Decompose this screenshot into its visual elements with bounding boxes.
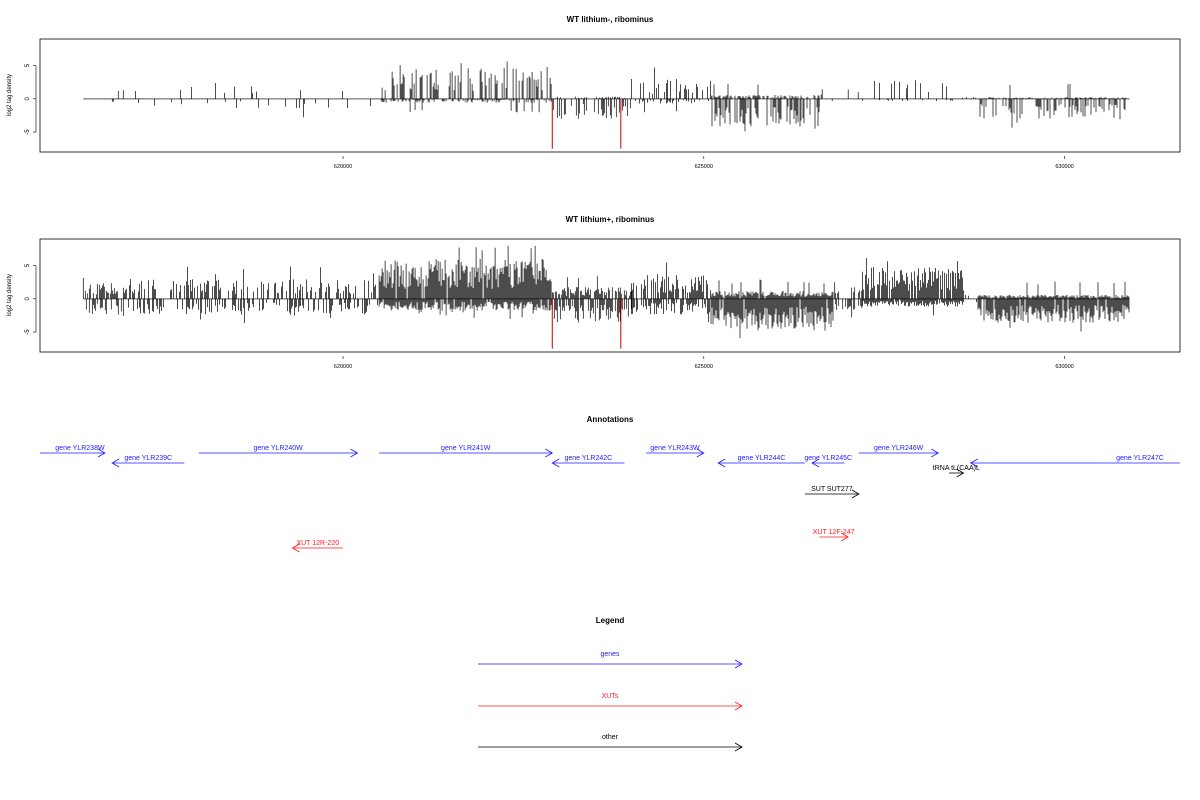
feature-other: SUT SUT277: [804, 486, 860, 499]
legend-item-gene: genes: [478, 651, 743, 669]
y-tick-label: 0: [25, 96, 31, 100]
panel-title: WT lithium+, ribominus: [566, 215, 655, 224]
feature-label: SUT SUT277: [811, 486, 853, 493]
legend: Legend genes XUTs other: [478, 616, 743, 752]
feature-gene: gene YLR241W: [379, 445, 554, 458]
signal-plot: -5 0 5 620000 625000 630000: [25, 245, 1130, 370]
panel-title: WT lithium-, ribominus: [567, 15, 654, 24]
feature-gene: gene YLR242C: [551, 455, 625, 468]
feature-label: gene YLR244C: [738, 455, 786, 462]
signal-bars: [111, 61, 1127, 132]
feature-label: XUT 12F-247: [813, 529, 855, 536]
y-axis-label: log2 tag density: [7, 74, 13, 116]
feature-label: gene YLR239C: [124, 455, 172, 462]
signal-plot: -5 0 5 620000 625000 630000: [25, 61, 1130, 170]
x-tick-label: 625000: [695, 164, 713, 170]
y-tick-label: 5: [25, 63, 31, 67]
legend-label: XUTs: [602, 693, 619, 700]
y-axis-label: log2 tag density: [7, 274, 13, 316]
feature-gene: gene YLR245C: [804, 455, 852, 468]
feature-label: gene YLR243W: [650, 445, 700, 452]
feature-label: gene YLR242C: [564, 455, 612, 462]
signal-bars: [82, 245, 1130, 338]
plot-frame: [39, 238, 1181, 353]
y-tick-label: -5: [25, 329, 31, 335]
x-tick-label: 630000: [1055, 164, 1073, 170]
feature-label: tRNA tL(CAA)L: [933, 465, 980, 472]
legend-items: genes XUTs other: [478, 651, 743, 752]
y-tick-label: 0: [25, 296, 31, 300]
legend-label: other: [602, 734, 619, 741]
legend-item-other: other: [478, 734, 743, 752]
y-tick-label: -5: [25, 129, 31, 135]
feature-gene: gene YLR247C: [969, 455, 1180, 468]
feature-label: gene YLR240W: [253, 445, 303, 452]
legend-title: Legend: [596, 616, 625, 625]
feature-gene: gene YLR238W: [40, 445, 106, 458]
feature-xut: XUT 12R-220: [291, 540, 344, 553]
x-tick-label: 620000: [334, 364, 352, 370]
feature-gene: gene YLR246W: [858, 445, 940, 458]
feature-gene: gene YLR239C: [111, 455, 185, 468]
x-tick-label: 625000: [695, 364, 713, 370]
track-panel-lithium-minus: WT lithium-, ribominus log2 tag density …: [7, 15, 1181, 170]
legend-item-xut: XUTs: [478, 693, 743, 711]
feature-gene: gene YLR243W: [646, 445, 705, 458]
feature-label: gene YLR241W: [441, 445, 491, 452]
feature-other: tRNA tL(CAA)L: [933, 465, 980, 478]
feature-gene: gene YLR244C: [717, 455, 805, 468]
feature-gene: gene YLR240W: [198, 445, 359, 458]
annotation-features: gene YLR238W gene YLR239C gene YLR240W gene…: [40, 445, 1180, 553]
x-tick-label: 630000: [1055, 364, 1073, 370]
feature-label: gene YLR246W: [874, 445, 924, 452]
plot-frame: [39, 38, 1181, 153]
y-tick-label: 5: [25, 263, 31, 267]
annotations-title: Annotations: [587, 415, 634, 424]
feature-label: XUT 12R-220: [296, 540, 339, 547]
x-tick-label: 620000: [334, 164, 352, 170]
feature-label: gene YLR245C: [804, 455, 852, 462]
feature-label: gene YLR247C: [1116, 455, 1164, 462]
feature-xut: XUT 12F-247: [813, 529, 855, 542]
feature-label: gene YLR238W: [55, 445, 105, 452]
legend-label: genes: [600, 651, 620, 658]
track-panel-lithium-plus: WT lithium+, ribominus log2 tag density …: [7, 215, 1181, 370]
